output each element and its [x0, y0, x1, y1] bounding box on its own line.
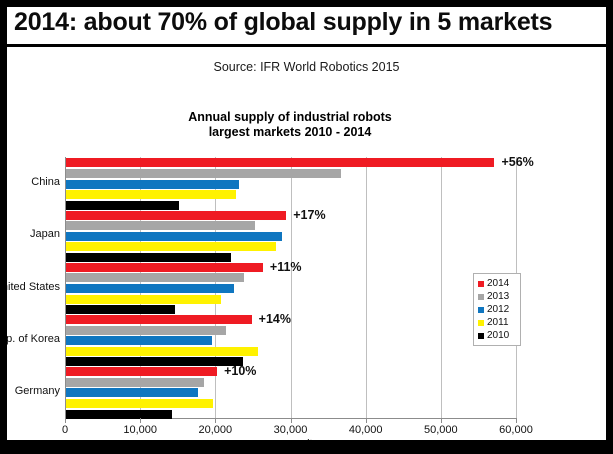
legend-swatch-icon-2011 [478, 319, 484, 326]
legend-swatch-icon-2012 [478, 306, 484, 313]
bar-japan-2013 [66, 221, 255, 231]
bar-japan-2014 [66, 210, 287, 220]
legend-label-2011: 2011 [487, 317, 509, 328]
gridline [365, 157, 367, 418]
x-axis-tick-mark [440, 418, 442, 423]
bar-united-states-2010 [66, 305, 175, 315]
bar-germany-2012 [66, 388, 198, 398]
chart-plot-area: +56% +17% +11% +14% +10% [65, 155, 534, 419]
bar-china-2014 [66, 158, 495, 168]
bar-rep-of-korea-2010 [66, 357, 243, 367]
bar-china-2012 [66, 179, 239, 189]
y-axis-tick-label-germany: Germany [14, 384, 60, 397]
bar-united-states-2013 [66, 273, 244, 283]
x-axis-tick-label: 40,000 [348, 424, 383, 436]
y-axis-line [65, 157, 66, 418]
x-axis-tick-label: 0 [61, 424, 69, 436]
y-axis-tick-label-rep-of-korea: ep. of Korea [0, 332, 60, 345]
growth-annotation-china: +56% [501, 155, 534, 170]
bar-japan-2012 [66, 231, 282, 241]
legend-swatch-icon-2013 [478, 293, 484, 300]
bar-united-states-2011 [66, 294, 221, 304]
x-axis-tick-mark [516, 418, 517, 423]
x-axis-tick-mark [290, 418, 292, 423]
growth-annotation-japan: +17% [293, 207, 326, 222]
growth-annotation-germany: +10% [224, 364, 257, 379]
legend-item-2012: 2012 [478, 303, 517, 316]
bar-germany-2011 [66, 399, 213, 408]
growth-annotation-rep-of-korea: +14% [258, 312, 291, 326]
bar-germany-2014 [66, 367, 218, 377]
bar-united-states-2014 [66, 262, 263, 272]
bar-rep-of-korea-2011 [66, 346, 258, 356]
legend-label-2010: 2010 [487, 330, 510, 341]
legend-item-2013: 2013 [478, 290, 517, 303]
legend-item-2011: 2011 [478, 316, 517, 329]
x-axis-tick-label: 20,000 [198, 424, 233, 436]
legend-item-2010: 2010 [478, 329, 517, 342]
legend-swatch-icon-2014 [478, 280, 484, 287]
title-divider [7, 44, 606, 47]
legend-label-2012: 2012 [487, 304, 510, 315]
legend-label-2014: 2014 [487, 278, 510, 289]
x-axis-tick-label: 50,000 [424, 424, 458, 436]
chart-title-line-2: largest markets 2010 - 2014 [208, 125, 372, 139]
bar-japan-2011 [66, 242, 276, 252]
x-axis-tick-mark [140, 418, 142, 423]
y-axis-tick-label-united-states: nited States [1, 280, 60, 293]
bar-japan-2010 [66, 253, 231, 262]
x-axis-tick-label: 60,000 [499, 424, 533, 436]
page-title: 2014: about 70% of global supply in 5 ma… [14, 8, 553, 36]
x-axis-tick-label: 10,000 [123, 424, 157, 436]
gridline [290, 157, 292, 418]
x-axis-label: units [294, 438, 319, 450]
legend-swatch-icon-2010 [478, 332, 484, 339]
bar-rep-of-korea-2014 [66, 315, 252, 324]
bar-rep-of-korea-2013 [66, 325, 227, 335]
bar-rep-of-korea-2012 [66, 336, 212, 346]
x-axis-tick-mark [365, 418, 367, 423]
bar-china-2011 [66, 190, 236, 200]
y-axis-tick-label-japan: Japan [30, 228, 60, 241]
bar-china-2010 [66, 200, 179, 210]
x-axis-tick-mark [65, 418, 66, 423]
x-axis-tick-label: 30,000 [273, 424, 308, 436]
chart-legend: 2014 2013 2012 2011 2010 [473, 273, 521, 346]
x-axis-tick-mark [215, 418, 217, 423]
bar-united-states-2012 [66, 284, 235, 293]
legend-item-2014: 2014 [478, 277, 517, 290]
bar-china-2013 [66, 169, 341, 178]
y-axis-tick-label-china: China [31, 176, 60, 189]
gridline [440, 157, 442, 418]
bar-germany-2013 [66, 377, 204, 387]
bar-germany-2010 [66, 409, 172, 419]
chart-title: Annual supply of industrial robots large… [60, 110, 520, 140]
legend-label-2013: 2013 [487, 291, 510, 302]
chart-title-line-1: Annual supply of industrial robots [188, 110, 392, 124]
growth-annotation-united-states: +11% [269, 259, 302, 274]
source-caption: Source: IFR World Robotics 2015 [213, 60, 400, 74]
